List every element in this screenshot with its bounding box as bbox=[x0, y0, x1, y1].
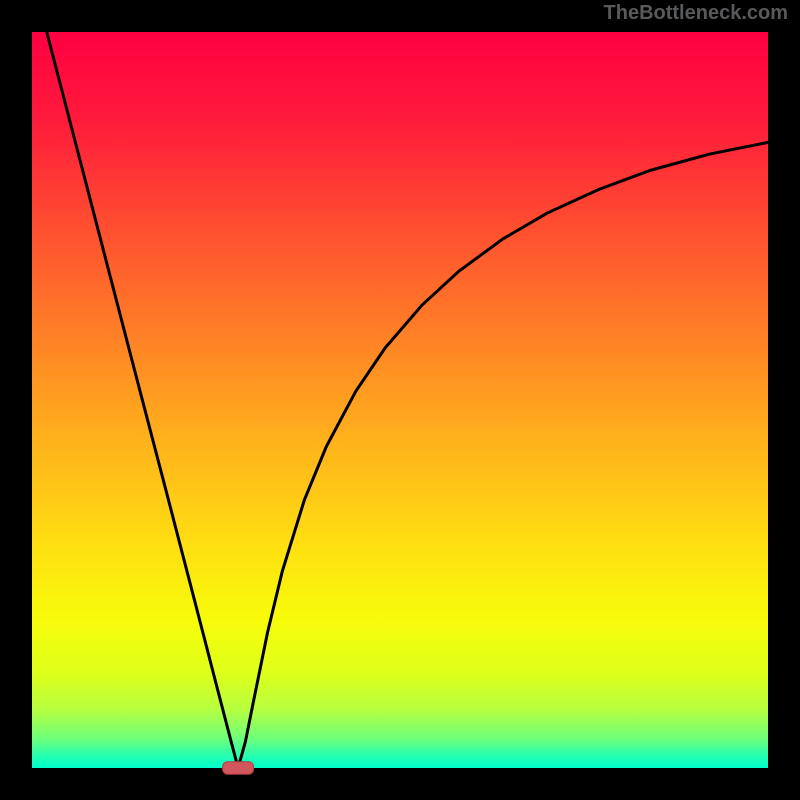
watermark-label: TheBottleneck.com bbox=[604, 2, 788, 25]
bottleneck-chart bbox=[0, 0, 800, 800]
chart-frame bbox=[0, 0, 800, 800]
watermark-text: TheBottleneck.com bbox=[604, 2, 788, 24]
optimal-point-marker bbox=[223, 762, 254, 775]
